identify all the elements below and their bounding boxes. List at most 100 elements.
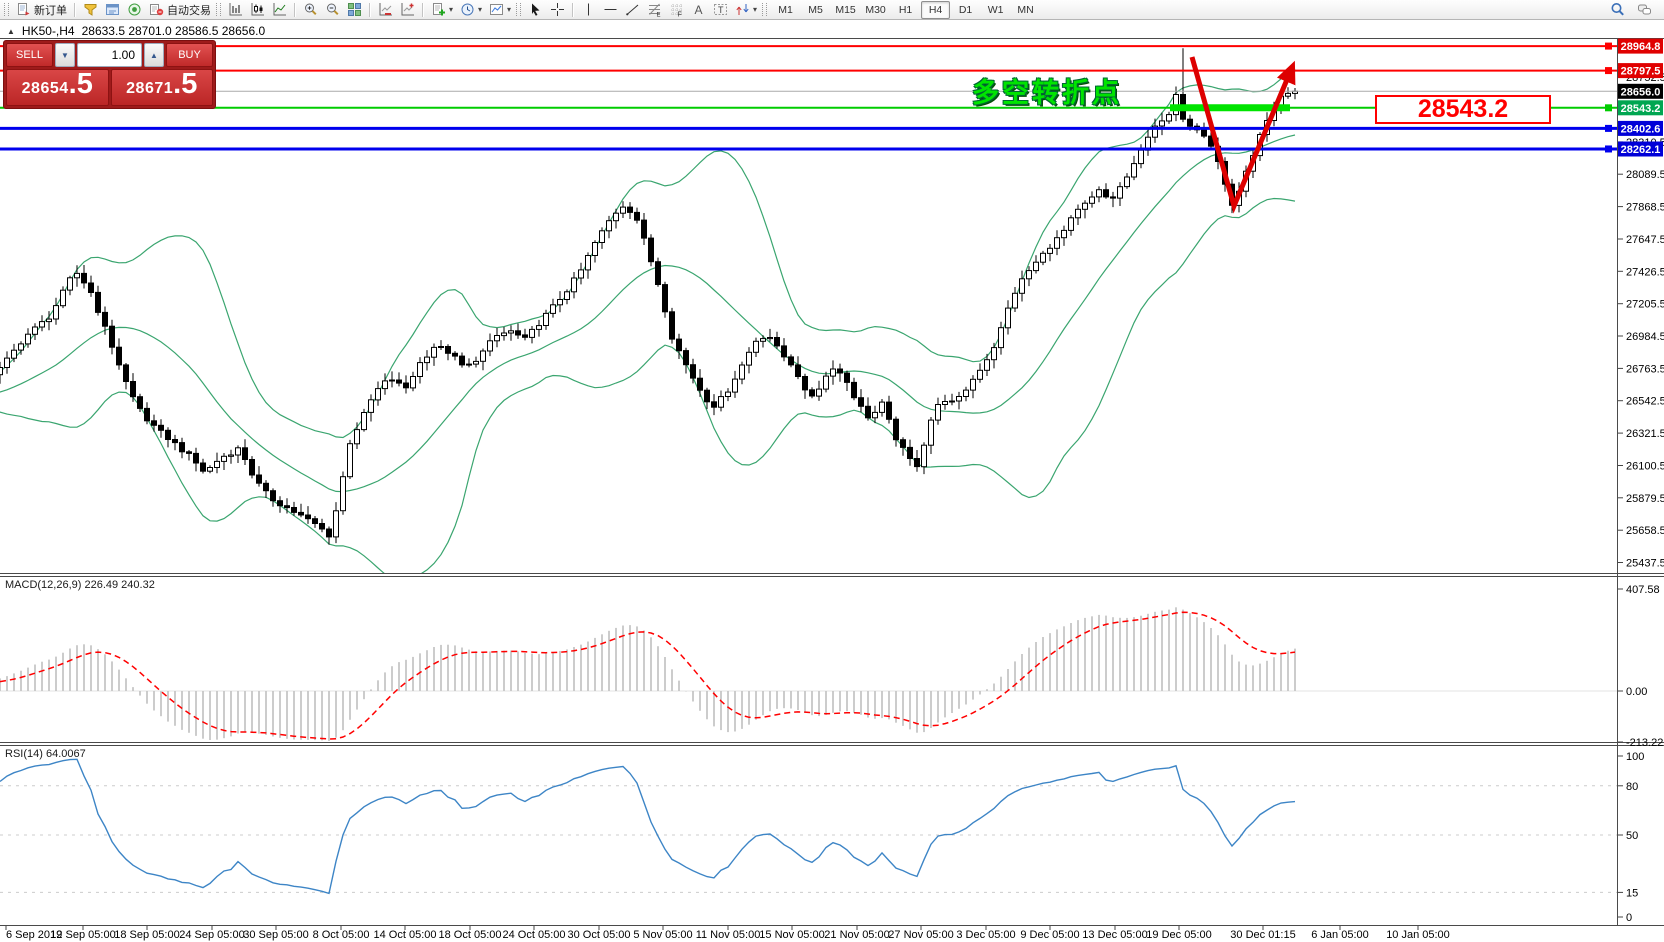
timeframe-m30-button[interactable]: M30 [865,3,886,16]
crosshair-button[interactable] [547,1,568,19]
symbol-info: ▲ HK50-,H4 28633.5 28701.0 28586.5 28656… [7,24,265,38]
indicator-axes[interactable]: 407.58 0.00 -213.22 100 80 50 15 0 [1618,584,1663,924]
svg-text:25658.5: 25658.5 [1626,525,1664,537]
vertical-line-button[interactable] [578,1,599,19]
timeframe-m15-button[interactable]: M15 [835,3,856,16]
clock-icon [460,2,475,17]
svg-text:9 Dec 05:00: 9 Dec 05:00 [1020,929,1079,941]
svg-text:-213.22: -213.22 [1626,737,1663,749]
sell-price-display[interactable]: 28654.5 [6,69,109,106]
toolbar-grip[interactable] [762,3,768,16]
new-order-icon [16,2,31,17]
candlestick-chart-icon [250,2,265,17]
toolbar-grip[interactable] [216,3,221,16]
macd-label: MACD(12,26,9) 226.49 240.32 [5,579,155,591]
candlestick-chart-button[interactable] [247,1,268,19]
svg-text:30 Sep 05:00: 30 Sep 05:00 [243,929,308,941]
svg-text:27426.5: 27426.5 [1626,266,1664,278]
price-badge [1618,100,1663,116]
timeframe-m5-button[interactable]: M5 [808,3,823,16]
bar-chart-button[interactable] [225,1,246,19]
template-button[interactable]: ▾ [486,1,514,19]
tile-windows-button[interactable] [344,1,365,19]
volume-increase-button[interactable]: ▲ [144,43,164,67]
autotrade-button[interactable]: 自动交易 [146,1,214,19]
svg-text:15 Nov 05:00: 15 Nov 05:00 [759,929,824,941]
fibonacci-icon: E [647,2,662,17]
chat-icon [1637,2,1652,17]
line-chart-button[interactable] [269,1,290,19]
drawing-objects[interactable] [1170,56,1296,214]
indicator-window-button[interactable] [375,1,396,19]
grid-button[interactable]: F [666,1,687,19]
search-button[interactable] [1607,1,1628,19]
add-indicator-button[interactable]: ▾ [428,1,456,19]
svg-text:0: 0 [1626,912,1632,924]
svg-text:5 Nov 05:00: 5 Nov 05:00 [633,929,692,941]
buy-price-display[interactable]: 28671.5 [110,69,213,106]
svg-text:28262.1: 28262.1 [1621,144,1661,156]
svg-text:28089.5: 28089.5 [1626,169,1664,181]
toolbar-grip[interactable] [516,3,522,16]
template-icon [489,2,504,17]
svg-text:14 Oct 05:00: 14 Oct 05:00 [374,929,437,941]
toolbar-grip[interactable] [4,3,9,16]
timeframe-h4-button[interactable]: H4 [921,0,951,19]
navigator-button[interactable] [124,1,145,19]
collapse-arrow-icon[interactable]: ▲ [7,26,15,36]
volume-input[interactable] [77,43,142,67]
horizontal-line-button[interactable] [600,1,621,19]
fibonacci-button[interactable]: E [644,1,665,19]
indicator-window-icon [378,2,393,17]
timeframe-w1-button[interactable]: W1 [987,3,1004,16]
chat-button[interactable] [1634,1,1655,19]
horizontal-level-lines[interactable] [0,42,1617,153]
svg-text:26984.5: 26984.5 [1626,331,1664,343]
arrows-button[interactable]: ▾ [732,1,760,19]
toolbar-separator [74,2,76,17]
price-callout-label[interactable]: 28543.2 [1375,95,1551,124]
timeframe-d1-button[interactable]: D1 [958,3,973,16]
svg-text:15: 15 [1626,887,1638,899]
svg-text:28964.8: 28964.8 [1621,41,1661,53]
buy-button[interactable]: BUY [166,43,213,67]
svg-text:A: A [695,3,703,17]
turning-point-annotation[interactable]: 多空转折点 [972,78,1122,108]
cursor-icon [528,2,543,17]
periods-button[interactable]: ▾ [457,1,485,19]
svg-text:27205.5: 27205.5 [1626,299,1664,311]
sell-button[interactable]: SELL [6,43,53,67]
price-axis[interactable]: 28752.528310.528089.527868.527647.527426… [1618,38,1664,570]
svg-text:10 Jan 05:00: 10 Jan 05:00 [1386,929,1450,941]
svg-text:26542.5: 26542.5 [1626,396,1664,408]
new-order-button[interactable]: 新订单 [13,1,70,19]
crosshair-icon [550,2,565,17]
grid-icon: F [669,2,684,17]
indicator-add-window-button[interactable] [397,1,418,19]
timeframe-m1-button[interactable]: M1 [778,3,793,16]
chart-canvas[interactable]: 28752.528310.528089.527868.527647.527426… [0,21,1664,942]
svg-text:26100.5: 26100.5 [1626,461,1664,473]
toolbar-separator [572,2,575,17]
timeframe-h1-button[interactable]: H1 [898,3,913,16]
data-window-button[interactable] [102,1,123,19]
chart-area: 28752.528310.528089.527868.527647.527426… [0,21,1664,942]
svg-text:100: 100 [1626,751,1644,763]
zoom-out-button[interactable] [322,1,343,19]
price-badge [1618,83,1663,99]
text-label-button[interactable]: T [710,1,731,19]
volume-decrease-button[interactable]: ▼ [55,43,75,67]
text-button[interactable]: A [688,1,709,19]
cursor-button[interactable] [525,1,546,19]
svg-text:11 Nov 05:00: 11 Nov 05:00 [696,929,761,941]
svg-text:25437.5: 25437.5 [1626,558,1664,570]
text-label-icon: T [713,2,728,17]
timeframe-mn-button[interactable]: MN [1017,3,1034,16]
panel-borders [0,38,1664,926]
dropdown-caret-icon: ▾ [449,4,454,14]
trendline-button[interactable] [622,1,643,19]
zoom-in-button[interactable] [300,1,321,19]
market-watch-button[interactable] [80,1,101,19]
